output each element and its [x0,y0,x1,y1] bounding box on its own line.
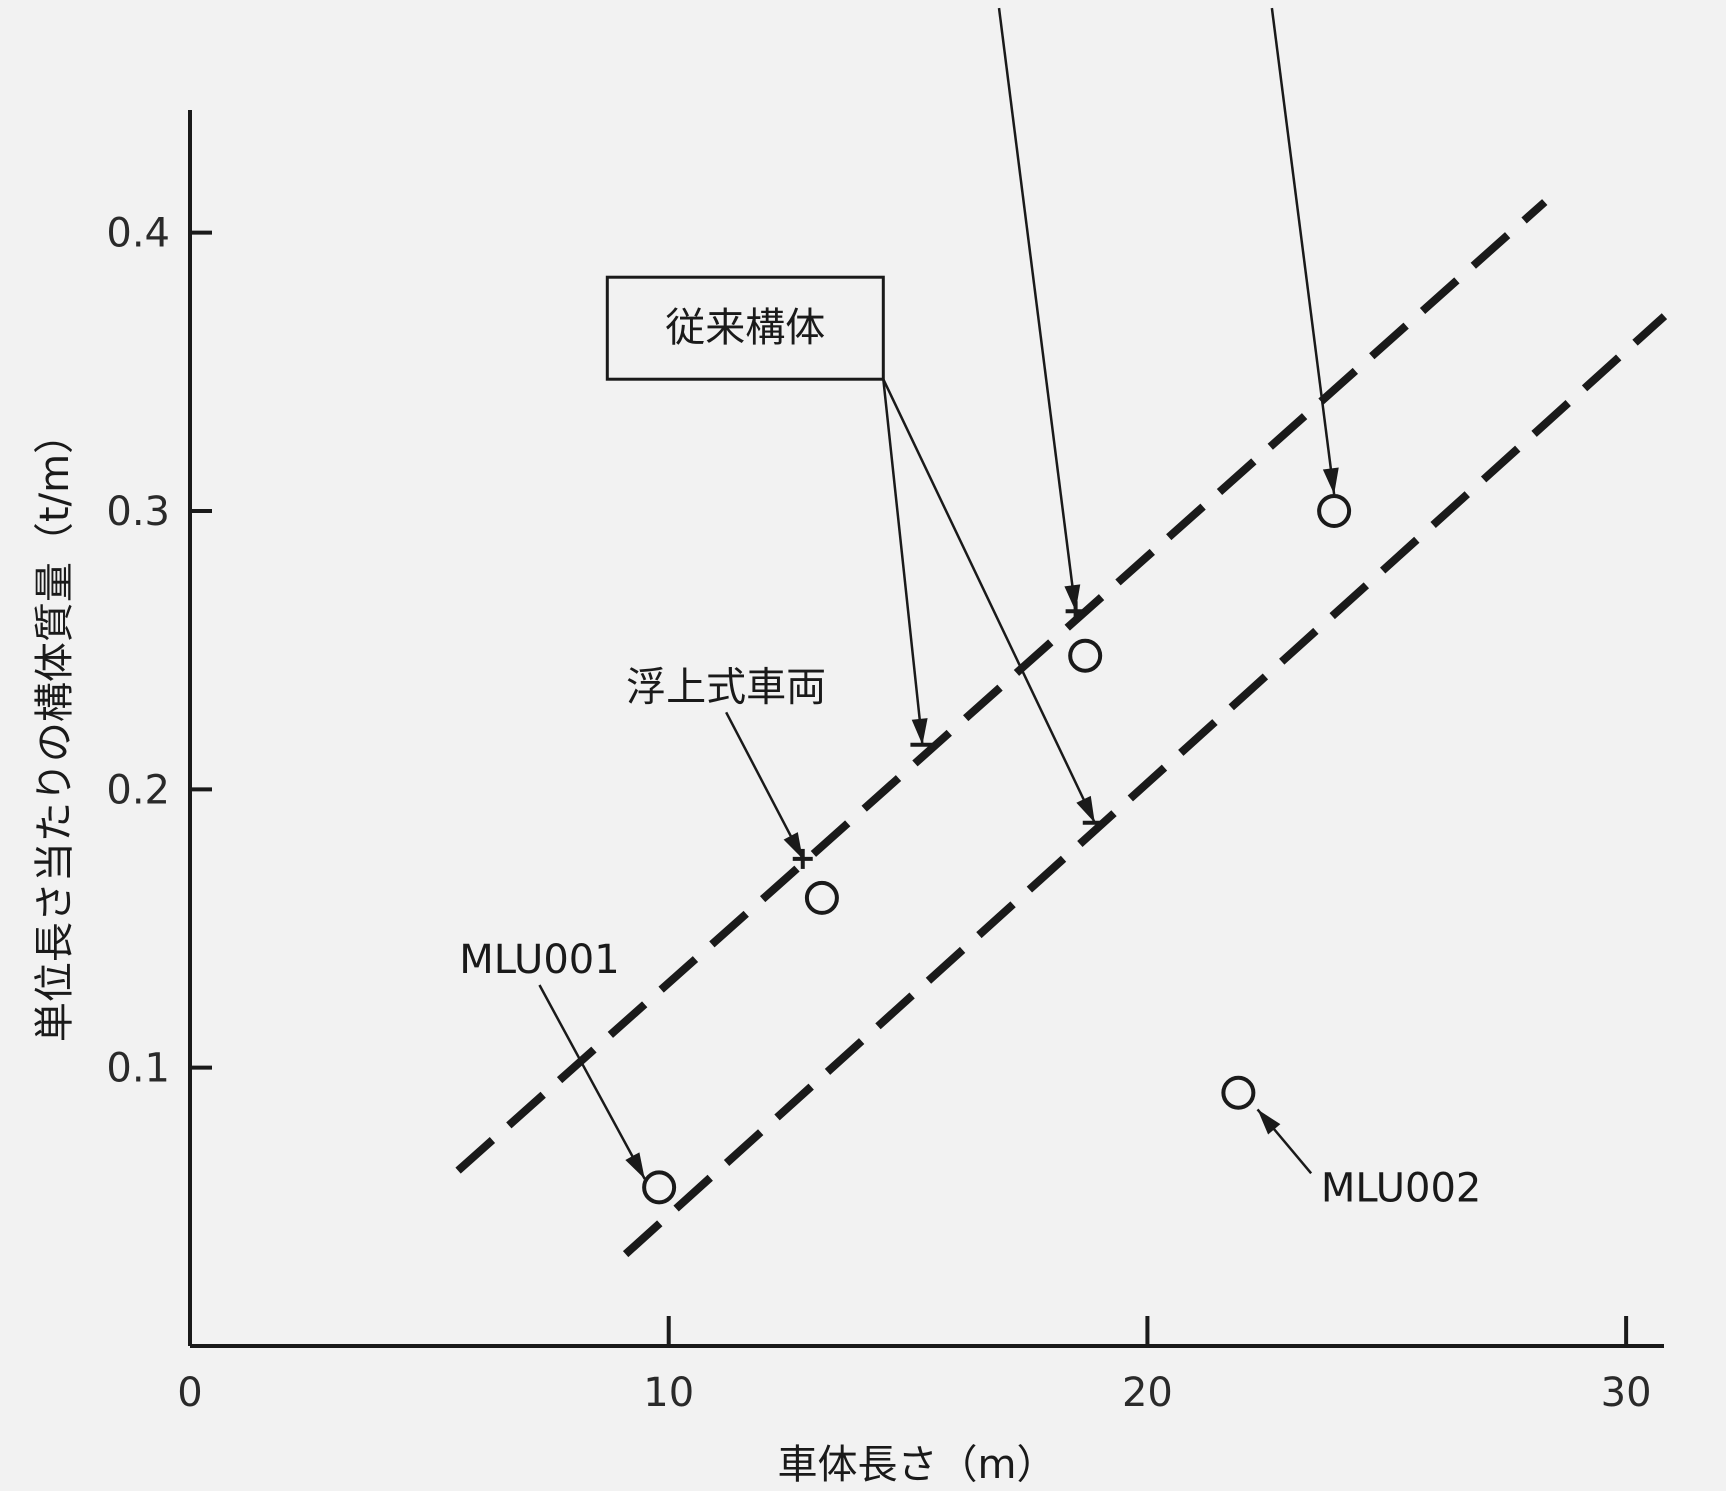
data-point [1221,1075,1256,1110]
leader-arrowhead [783,832,803,859]
leader-line [725,711,804,860]
y-axis-title: 単位長さ当たりの構体質量（t/m） [32,414,78,1042]
x-axis-title: 車体長さ（m） [778,1442,1057,1488]
annotation-box [605,275,885,381]
data-point [642,1170,677,1205]
x-tick-label: 20 [1122,1370,1173,1416]
data-point [1317,494,1352,528]
y-tick-label: 0.3 [106,489,170,535]
data-point [1068,638,1103,673]
ticks: 0 10 20 30 0.1 0.2 0.3 0.4 [106,211,1651,1416]
leader-arrowhead [1076,795,1095,823]
leader-line [882,378,1096,824]
x-tick-label: 30 [1601,1370,1652,1416]
leader-arrowhead [625,1152,645,1179]
reference-lines [455,199,1668,1258]
annotation-label: 長距離電車 [1172,0,1372,6]
annotation-label: 通勤電車 [919,0,1079,6]
annotations: 通勤電車 長距離電車従来構体浮上式車両 MLU001 MLU002 [459,0,1481,1211]
y-tick-label: 0.4 [106,211,170,257]
leader-arrowhead [911,718,928,745]
leader-line [882,379,924,745]
leader-line [1270,7,1336,495]
reference-line [622,313,1668,1258]
y-tick-label: 0.1 [106,1046,170,1092]
x-tick-label: 10 [643,1370,694,1416]
leader-line [538,984,646,1180]
data-points [642,494,1352,1205]
leader-arrowhead [1257,1109,1281,1135]
reference-line [455,199,1548,1174]
annotation-leaders [538,7,1339,1180]
annotation-label: 浮上式車両 [626,664,826,710]
y-tick-label: 0.2 [106,767,170,813]
annotation-label: 従来構体 [665,305,825,351]
data-point [804,880,839,915]
line-markers [792,601,1107,869]
leader-arrowhead [1064,584,1081,612]
annotation-label: MLU001 [459,937,619,983]
leader-arrowhead [1322,467,1339,495]
x-tick-label: 0 [177,1370,202,1416]
leader-line [997,7,1077,612]
annotation-label: MLU002 [1321,1165,1481,1211]
